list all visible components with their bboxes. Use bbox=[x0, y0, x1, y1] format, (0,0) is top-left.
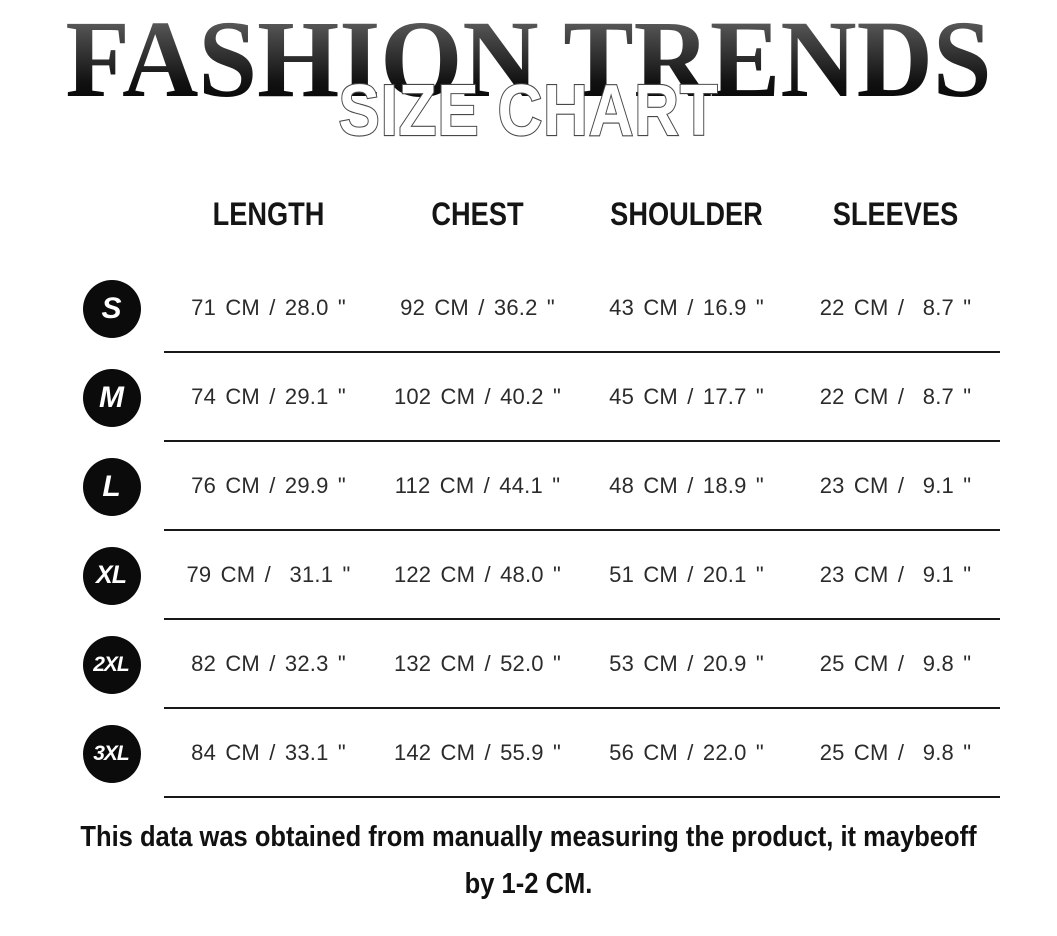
size-cell: L bbox=[60, 442, 164, 531]
length-cell: 74 CM / 29.1 " bbox=[164, 353, 373, 442]
brand-title: FASHION TRENDS bbox=[21, 0, 1036, 118]
shoulder-cell: 51 CM / 20.1 " bbox=[582, 531, 791, 620]
sleeves-cell: 25 CM / 9.8 " bbox=[791, 620, 1000, 709]
column-header-shoulder: SHOULDER bbox=[610, 195, 763, 232]
column-header-sleeves: SLEEVES bbox=[832, 195, 959, 232]
chest-cell: 92 CM / 36.2 " bbox=[373, 264, 582, 353]
column-header-chest: CHEST bbox=[431, 195, 524, 232]
chest-cell: 142 CM / 55.9 " bbox=[373, 709, 582, 798]
table-row-m: M 74 CM / 29.1 " 102 CM / 40.2 " 45 CM /… bbox=[60, 353, 1000, 442]
table-row-2xl: 2XL 82 CM / 32.3 " 132 CM / 52.0 " 53 CM… bbox=[60, 620, 1000, 709]
table-row-l: L 76 CM / 29.9 " 112 CM / 44.1 " 48 CM /… bbox=[60, 442, 1000, 531]
shoulder-cell: 56 CM / 22.0 " bbox=[582, 709, 791, 798]
shoulder-cell: 48 CM / 18.9 " bbox=[582, 442, 791, 531]
size-badge-3xl: 3XL bbox=[83, 724, 141, 783]
size-badge-2xl: 2XL bbox=[83, 635, 141, 694]
length-cell: 71 CM / 28.0 " bbox=[164, 264, 373, 353]
chest-cell: 102 CM / 40.2 " bbox=[373, 353, 582, 442]
chest-cell: 132 CM / 52.0 " bbox=[373, 620, 582, 709]
shoulder-cell: 43 CM / 16.9 " bbox=[582, 264, 791, 353]
header: FASHION TRENDS SIZE CHART bbox=[0, 0, 1057, 168]
size-cell: XL bbox=[60, 531, 164, 620]
size-badge-xl: XL bbox=[83, 546, 141, 605]
length-cell: 84 CM / 33.1 " bbox=[164, 709, 373, 798]
sleeves-cell: 22 CM / 8.7 " bbox=[791, 264, 1000, 353]
table-row-s: S 71 CM / 28.0 " 92 CM / 36.2 " 43 CM / … bbox=[60, 264, 1000, 353]
shoulder-cell: 45 CM / 17.7 " bbox=[582, 353, 791, 442]
column-header-length: LENGTH bbox=[212, 195, 325, 232]
sleeves-cell: 25 CM / 9.8 " bbox=[791, 709, 1000, 798]
size-cell: 2XL bbox=[60, 620, 164, 709]
length-cell: 76 CM / 29.9 " bbox=[164, 442, 373, 531]
chest-cell: 112 CM / 44.1 " bbox=[373, 442, 582, 531]
size-chart-title: SIZE CHART bbox=[337, 71, 719, 151]
table-header-row: LENGTH CHEST SHOULDER SLEEVES bbox=[60, 192, 1000, 236]
sleeves-cell: 23 CM / 9.1 " bbox=[791, 531, 1000, 620]
sleeves-cell: 22 CM / 8.7 " bbox=[791, 353, 1000, 442]
table-row-3xl: 3XL 84 CM / 33.1 " 142 CM / 55.9 " 56 CM… bbox=[60, 709, 1000, 798]
disclaimer-line-2: by 1-2 CM. bbox=[464, 868, 593, 900]
table-row-xl: XL 79 CM / 31.1 " 122 CM / 48.0 " 51 CM … bbox=[60, 531, 1000, 620]
size-table: LENGTH CHEST SHOULDER SLEEVES S 71 CM / … bbox=[60, 192, 1000, 798]
sleeves-cell: 23 CM / 9.1 " bbox=[791, 442, 1000, 531]
length-cell: 82 CM / 32.3 " bbox=[164, 620, 373, 709]
length-cell: 79 CM / 31.1 " bbox=[164, 531, 373, 620]
disclaimer: This data was obtained from manually mea… bbox=[0, 814, 1057, 908]
size-badge-l: L bbox=[83, 457, 141, 516]
size-badge-s: S bbox=[83, 279, 141, 338]
size-cell: 3XL bbox=[60, 709, 164, 798]
size-cell: M bbox=[60, 353, 164, 442]
size-cell: S bbox=[60, 264, 164, 353]
chest-cell: 122 CM / 48.0 " bbox=[373, 531, 582, 620]
size-badge-m: M bbox=[83, 368, 141, 427]
disclaimer-line-1: This data was obtained from manually mea… bbox=[80, 821, 977, 853]
shoulder-cell: 53 CM / 20.9 " bbox=[582, 620, 791, 709]
